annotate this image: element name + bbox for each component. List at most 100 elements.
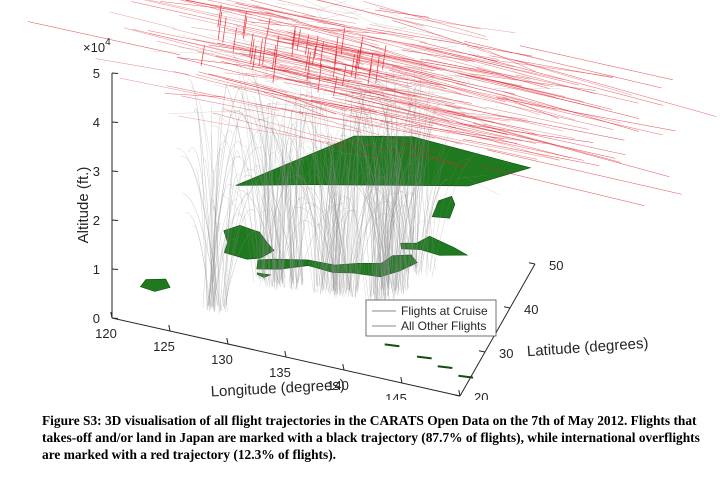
cruise-flight-path — [369, 84, 427, 96]
other-flight-path — [396, 163, 401, 285]
cruise-flight-path — [255, 40, 467, 86]
other-flight-cruise-path — [378, 61, 416, 82]
other-flight-path — [346, 91, 354, 291]
cruise-flight-climb — [242, 11, 247, 35]
island-mark — [437, 365, 453, 369]
other-flight-cruise-path — [312, 146, 380, 160]
other-flight-path — [296, 205, 316, 284]
other-flight-path — [230, 187, 267, 284]
cruise-flight-climb — [291, 26, 296, 49]
other-flight-path — [188, 147, 215, 313]
chart-axes — [110, 72, 536, 397]
other-flight-cruise-path — [414, 97, 417, 105]
cruise-flight-path — [173, 71, 372, 123]
cruise-flight-path — [330, 85, 408, 111]
other-flight-path — [332, 142, 367, 300]
cruise-flight-path — [412, 116, 572, 159]
cruise-flight-climb — [249, 33, 254, 57]
other-flight-path — [280, 197, 305, 281]
other-flight-path — [316, 141, 332, 292]
other-flight-path — [323, 113, 360, 290]
other-flight-path — [365, 196, 391, 284]
other-flight-cruise-path — [324, 93, 364, 101]
cruise-flight-path — [402, 49, 475, 62]
cruise-flight-path — [275, 40, 373, 55]
other-flight-cruise-path — [303, 0, 326, 10]
cruise-flight-climb — [291, 30, 296, 57]
x-tick-mark — [342, 363, 345, 371]
other-flight-path — [327, 204, 338, 295]
other-flight-path — [355, 138, 359, 290]
x-axis-label: Longitude (degrees) — [210, 377, 345, 400]
cruise-flight-path — [277, 59, 369, 81]
other-flight-cruise-path — [222, 35, 293, 52]
cruise-flight-path — [332, 97, 536, 144]
cruise-flight-path — [461, 123, 594, 143]
cruise-flight-path — [470, 73, 597, 91]
other-flight-path — [255, 114, 299, 291]
other-flight-path — [191, 225, 210, 311]
other-flight-cruise-path — [372, 4, 441, 37]
cruise-flight-path — [181, 95, 363, 133]
other-flight-path — [345, 189, 376, 295]
cruise-flight-path — [277, 68, 472, 104]
z-tick-mark — [111, 72, 119, 74]
other-flight-path — [382, 186, 394, 286]
cruise-flight-path — [483, 123, 626, 156]
other-flight-cruise-path — [333, 0, 385, 19]
cruise-flight-climb — [250, 38, 255, 64]
cruise-flight-climb — [342, 65, 347, 86]
cruise-flight-path — [442, 77, 516, 95]
cruise-flight-path — [258, 20, 352, 31]
legend-label-other: All Other Flights — [401, 319, 486, 333]
other-flight-path — [258, 193, 265, 280]
x-tick-mark — [458, 389, 461, 397]
other-flight-path — [376, 201, 382, 300]
other-flight-path — [344, 134, 352, 297]
cruise-flight-path — [289, 36, 410, 70]
other-flight-cruise-path — [236, 24, 250, 48]
other-flight-cruise-path — [331, 84, 379, 89]
cruise-flight-path — [313, 26, 499, 60]
other-flight-path — [262, 123, 269, 282]
other-flight-path — [176, 148, 221, 311]
cruise-flight-path — [369, 24, 461, 43]
x-tick-mark — [168, 324, 171, 332]
other-flight-path — [225, 160, 235, 308]
other-flight-path — [298, 171, 310, 282]
cruise-flight-path — [464, 40, 662, 89]
other-flight-path — [339, 107, 384, 283]
korea-land — [223, 225, 275, 260]
cruise-flight-path — [519, 45, 673, 81]
other-flight-path — [308, 187, 336, 285]
other-flight-path — [394, 122, 429, 287]
other-flight-cruise-path — [433, 39, 468, 45]
cruise-flight-path — [515, 74, 639, 104]
cruise-flight-path — [366, 27, 533, 57]
other-flight-path — [431, 152, 481, 278]
cruise-flight-path — [388, 69, 506, 102]
other-flight-path — [291, 102, 306, 284]
cruise-flight-path — [419, 58, 530, 80]
x-tick-label: 120 — [95, 326, 117, 341]
other-flight-cruise-path — [276, 3, 362, 15]
cruise-flight-path — [367, 36, 564, 80]
other-flight-path — [219, 78, 250, 311]
cruise-flight-path — [448, 126, 523, 141]
cruise-flight-path — [513, 59, 717, 117]
cruise-flight-path — [363, 1, 487, 37]
cruise-flight-path — [317, 57, 447, 89]
cruise-flight-path — [123, 27, 308, 78]
other-flight-path — [295, 107, 336, 298]
other-flight-path — [386, 148, 409, 290]
other-flight-path — [277, 133, 314, 293]
other-flight-cruise-path — [289, 94, 302, 106]
cruise-flight-path — [301, 93, 413, 119]
other-flight-cruise-path — [437, 107, 506, 148]
x-tick-label: 125 — [153, 339, 175, 354]
other-flight-cruise-path — [377, 80, 432, 111]
cruise-flight-climb — [242, 16, 248, 39]
other-flight-path — [380, 138, 386, 296]
other-flight-path — [315, 223, 334, 292]
cruise-flight-path — [470, 115, 529, 122]
